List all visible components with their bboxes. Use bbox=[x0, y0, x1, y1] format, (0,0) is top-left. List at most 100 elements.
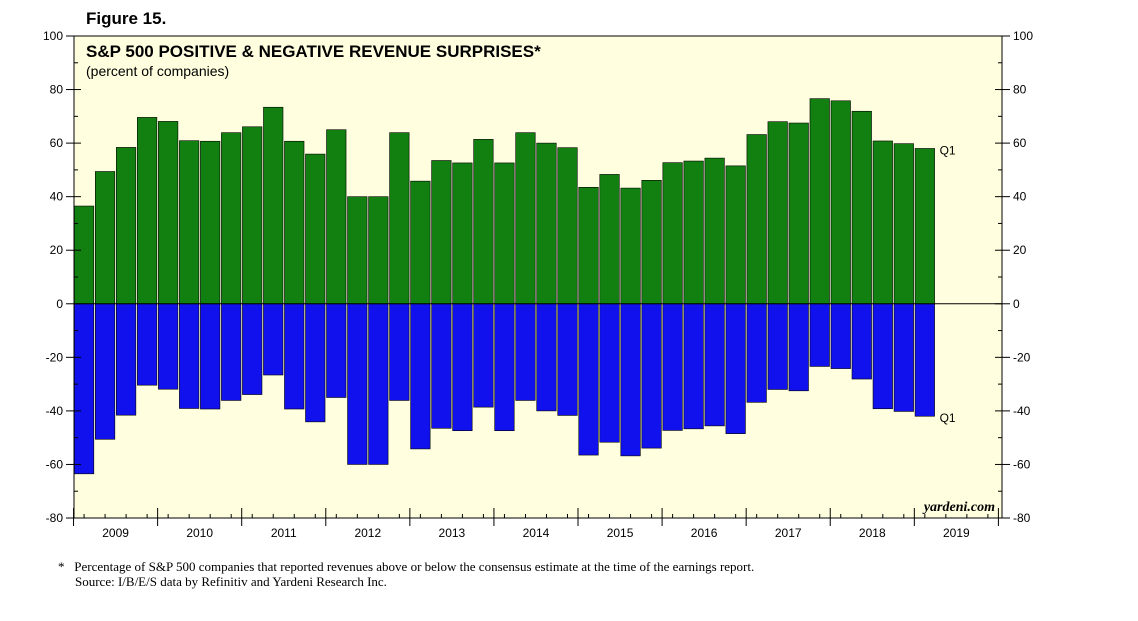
y-tick-label-left: -60 bbox=[46, 457, 64, 471]
negative-bar-2016Q3 bbox=[704, 303, 725, 427]
positive-bar-2017Q2 bbox=[767, 121, 788, 305]
x-year-label-2016: 2016 bbox=[691, 526, 718, 540]
y-axis-left: 100 80 60 40 20 0 -20 -40 -60 -80 bbox=[43, 29, 81, 525]
x-year-label-2009: 2009 bbox=[102, 526, 129, 540]
negative-bar-2017Q3 bbox=[788, 303, 809, 392]
positive-bar-2010Q2 bbox=[179, 140, 200, 305]
negative-bar-2013Q4 bbox=[473, 303, 494, 408]
positive-bar-2009Q4 bbox=[137, 117, 158, 305]
y-tick-label-left: 40 bbox=[50, 190, 64, 204]
negative-bar-2016Q1 bbox=[662, 303, 683, 431]
y-tick-label-left: 20 bbox=[50, 243, 64, 257]
negative-bar-2019Q1 bbox=[914, 303, 935, 417]
y-tick-label-left: -40 bbox=[46, 404, 64, 418]
negative-bar-2014Q4 bbox=[557, 303, 578, 416]
positive-bar-2011Q3 bbox=[284, 140, 305, 305]
positive-bar-2015Q3 bbox=[620, 187, 641, 305]
positive-bar-2014Q3 bbox=[536, 142, 557, 305]
negative-bar-2011Q1 bbox=[242, 303, 263, 395]
y-tick-label-right: -80 bbox=[1013, 511, 1031, 525]
positive-bar-2009Q2 bbox=[95, 171, 116, 305]
x-year-label-2017: 2017 bbox=[775, 526, 802, 540]
y-tick-label-right: -20 bbox=[1013, 350, 1031, 364]
positive-bar-2015Q1 bbox=[578, 186, 599, 305]
positive-bar-2013Q2 bbox=[431, 160, 452, 305]
positive-bar-2017Q4 bbox=[809, 98, 830, 305]
positive-bar-2009Q3 bbox=[116, 147, 137, 305]
negative-bar-2018Q2 bbox=[851, 303, 872, 380]
y-tick-label-right: 40 bbox=[1013, 190, 1027, 204]
x-year-label-2012: 2012 bbox=[354, 526, 381, 540]
negative-bar-2011Q2 bbox=[263, 303, 284, 376]
positive-bar-2015Q4 bbox=[641, 180, 662, 305]
positive-bar-2014Q2 bbox=[515, 132, 536, 305]
x-year-label-2014: 2014 bbox=[523, 526, 550, 540]
y-tick-label-right: 100 bbox=[1013, 29, 1033, 43]
y-tick-label-left: -80 bbox=[46, 511, 64, 525]
positive-bar-2016Q2 bbox=[683, 160, 704, 305]
negative-end-label: Q1 bbox=[940, 411, 956, 425]
positive-bar-2018Q3 bbox=[872, 140, 893, 305]
y-tick-label-left: 100 bbox=[43, 29, 63, 43]
positive-bar-2015Q2 bbox=[599, 174, 620, 305]
negative-bar-2012Q1 bbox=[326, 303, 347, 398]
positive-bar-2009Q1 bbox=[74, 205, 95, 305]
footnote-source: Source: I/B/E/S data by Refinitiv and Ya… bbox=[75, 574, 387, 589]
positive-bar-2016Q3 bbox=[704, 157, 725, 305]
negative-bar-2014Q3 bbox=[536, 303, 557, 412]
positive-bar-2010Q4 bbox=[221, 132, 242, 305]
y-tick-label-left: 0 bbox=[56, 297, 63, 311]
positive-end-label: Q1 bbox=[940, 143, 956, 157]
figure-label: Figure 15. bbox=[86, 9, 166, 28]
positive-bar-2017Q1 bbox=[746, 134, 767, 305]
negative-bar-2014Q2 bbox=[515, 303, 536, 401]
positive-bar-2018Q1 bbox=[830, 100, 851, 305]
negative-bar-2010Q4 bbox=[221, 303, 242, 401]
x-year-label-2011: 2011 bbox=[271, 526, 297, 540]
negative-bar-2017Q4 bbox=[809, 303, 830, 367]
y-tick-label-left: 60 bbox=[50, 136, 64, 150]
negative-bar-2012Q3 bbox=[368, 303, 389, 465]
negative-bar-2018Q4 bbox=[893, 303, 914, 412]
y-tick-label-right: -40 bbox=[1013, 404, 1031, 418]
positive-bar-2016Q4 bbox=[725, 165, 746, 305]
y-tick-label-right: 20 bbox=[1013, 243, 1027, 257]
positive-bar-2012Q4 bbox=[389, 132, 410, 305]
x-year-label-2013: 2013 bbox=[439, 526, 466, 540]
x-year-label-2018: 2018 bbox=[859, 526, 886, 540]
negative-bar-2018Q1 bbox=[830, 303, 851, 369]
negative-bar-2009Q1 bbox=[74, 303, 95, 475]
negative-bar-2016Q2 bbox=[683, 303, 704, 430]
y-axis-right: 100 80 60 40 20 0 -20 -40 -60 -80 bbox=[995, 29, 1033, 525]
x-year-label-2015: 2015 bbox=[607, 526, 634, 540]
positive-bar-2010Q1 bbox=[158, 121, 179, 305]
negative-bar-2009Q4 bbox=[137, 303, 158, 386]
negative-bar-2011Q4 bbox=[305, 303, 326, 423]
negative-bar-2009Q2 bbox=[95, 303, 116, 440]
negative-bar-2010Q2 bbox=[179, 303, 200, 409]
positive-bar-2013Q4 bbox=[473, 139, 494, 305]
negative-bar-2017Q2 bbox=[767, 303, 788, 390]
positive-bar-2010Q3 bbox=[200, 140, 221, 305]
footnote-body: Percentage of S&P 500 companies that rep… bbox=[74, 559, 755, 574]
positive-bar-2014Q4 bbox=[557, 147, 578, 305]
negative-bar-2017Q1 bbox=[746, 303, 767, 403]
negative-bar-2018Q3 bbox=[872, 303, 893, 410]
negative-bar-2016Q4 bbox=[725, 303, 746, 434]
y-tick-label-right: 0 bbox=[1013, 297, 1020, 311]
x-year-label-2019: 2019 bbox=[943, 526, 970, 540]
positive-bar-2017Q3 bbox=[788, 122, 809, 305]
positive-bar-2012Q1 bbox=[326, 129, 347, 305]
negative-bar-2012Q4 bbox=[389, 303, 410, 401]
positive-bar-2016Q1 bbox=[662, 162, 683, 305]
negative-bar-2015Q3 bbox=[620, 303, 641, 457]
negative-bar-2013Q3 bbox=[452, 303, 473, 432]
negative-bar-2009Q3 bbox=[116, 303, 137, 416]
y-tick-label-right: 60 bbox=[1013, 136, 1027, 150]
positive-bar-2013Q3 bbox=[452, 162, 473, 305]
positive-bar-2012Q3 bbox=[368, 196, 389, 305]
positive-bar-2012Q2 bbox=[347, 196, 368, 305]
positive-bar-2013Q1 bbox=[410, 180, 431, 305]
y-tick-label-left: -20 bbox=[46, 350, 64, 364]
negative-bar-2015Q4 bbox=[641, 303, 662, 449]
